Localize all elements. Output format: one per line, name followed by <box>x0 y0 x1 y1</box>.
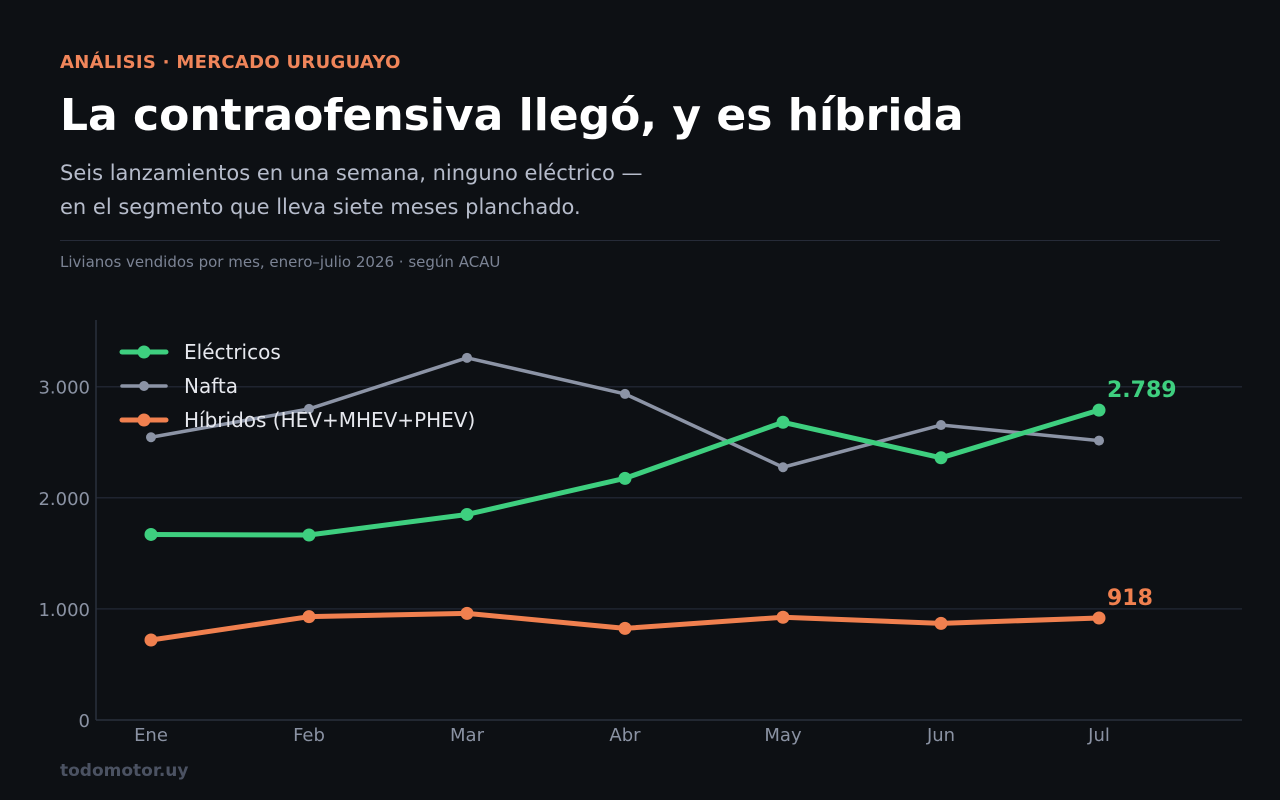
end-value-label: 918 <box>1107 586 1153 611</box>
end-value-label: 2.789 <box>1107 378 1177 403</box>
data-point <box>304 403 314 414</box>
y-tick-label: 3.000 <box>38 378 90 399</box>
source-note: Livianos vendidos por mes, enero–julio 2… <box>60 253 501 271</box>
subtitle-line-2: en el segmento que lleva siete meses pla… <box>60 195 581 219</box>
data-point <box>302 528 316 542</box>
data-point <box>1094 435 1104 446</box>
legend: Eléctricos Nafta Híbridos (HEV+MHEV+PHEV) <box>119 340 475 432</box>
data-point <box>144 633 158 647</box>
y-tick-label: 1.000 <box>38 600 90 621</box>
x-tick-label: Abr <box>609 725 641 746</box>
subtitle: Seis lanzamientos en una semana, ninguno… <box>60 156 643 224</box>
data-point <box>778 462 788 473</box>
y-tick-label: 0 <box>79 711 90 732</box>
data-point <box>934 451 948 465</box>
data-point <box>1092 403 1106 417</box>
data-point <box>302 610 316 624</box>
legend-marker <box>137 413 151 427</box>
data-point <box>144 527 158 541</box>
data-point <box>460 507 474 521</box>
data-point <box>776 610 790 624</box>
brand-footer: todomotor.uy <box>60 761 189 781</box>
legend-item: Híbridos (HEV+MHEV+PHEV) <box>119 408 475 432</box>
x-tick-label: Mar <box>450 725 485 746</box>
header-divider <box>60 240 1220 241</box>
data-point <box>934 616 948 630</box>
legend-label: Híbridos (HEV+MHEV+PHEV) <box>184 408 475 432</box>
kicker: ANÁLISIS · MERCADO URUGUAYO <box>60 52 401 73</box>
series-0 <box>144 403 1106 542</box>
series-2 <box>144 606 1106 647</box>
x-tick-label: May <box>764 725 802 746</box>
data-point <box>462 352 472 363</box>
series-layer <box>144 352 1106 647</box>
series-1 <box>146 352 1104 473</box>
axis-layer: 0 1.000 2.000 3.000 Ene Feb Mar Abr May Jun Jul <box>38 320 1242 746</box>
page-title: La contraofensiva llegó, y es híbrida <box>60 90 964 141</box>
data-point <box>1092 611 1106 625</box>
x-tick-label: Ene <box>134 725 168 746</box>
data-point <box>620 388 630 399</box>
data-point <box>618 471 632 485</box>
end-labels: 2.789 918 <box>1107 378 1177 611</box>
legend-marker <box>137 345 151 359</box>
x-tick-label: Jul <box>1087 725 1110 746</box>
data-point <box>776 415 790 429</box>
legend-label: Eléctricos <box>184 340 281 364</box>
data-point <box>936 420 946 431</box>
legend-marker <box>139 381 149 391</box>
grid-layer <box>96 385 1242 610</box>
x-tick-label: Jun <box>926 725 955 746</box>
data-point <box>618 621 632 635</box>
data-point <box>146 432 156 443</box>
legend-item: Nafta <box>120 374 238 398</box>
legend-label: Nafta <box>184 374 238 398</box>
x-tick-label: Feb <box>293 725 325 746</box>
legend-item: Eléctricos <box>119 340 281 364</box>
y-tick-label: 2.000 <box>38 489 90 510</box>
data-point <box>460 606 474 620</box>
subtitle-line-1: Seis lanzamientos en una semana, ninguno… <box>60 161 643 185</box>
